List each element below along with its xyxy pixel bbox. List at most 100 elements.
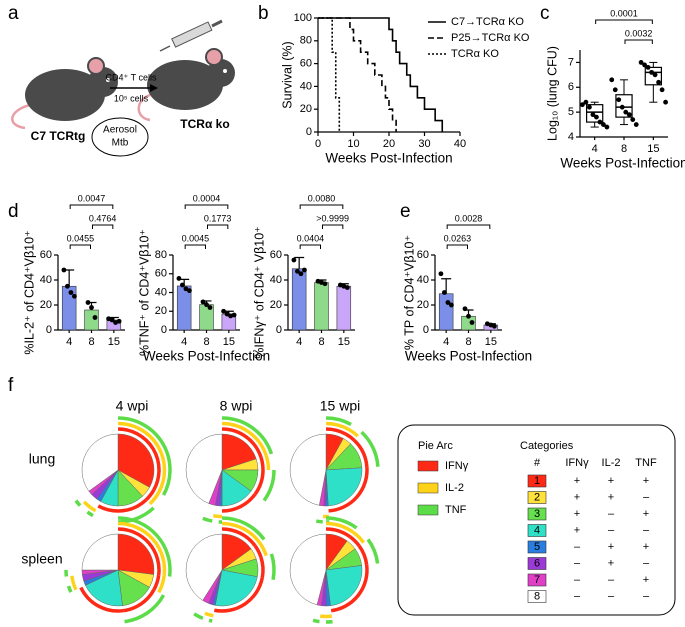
pie-arc [86, 510, 94, 518]
category-mark: + [643, 508, 649, 520]
y-tick-label: 0 [276, 324, 282, 336]
category-mark: – [643, 557, 650, 569]
category-number: 4 [534, 524, 540, 536]
p-value-label: 0.0001 [610, 8, 638, 18]
data-point [601, 122, 606, 127]
aerosol-text: Mtb [112, 138, 129, 149]
category-swatch [527, 573, 547, 587]
x-tick-label: 10 [347, 138, 359, 150]
transfer-label: CD4⁺ T cells [106, 72, 157, 82]
column-label: 4 wpi [116, 398, 149, 414]
y-tick-label: 20 [155, 305, 167, 317]
data-point [583, 99, 589, 105]
p-value-label: 0.0080 [308, 193, 336, 203]
p-value-label: 0.0047 [78, 193, 106, 203]
data-point [612, 87, 618, 93]
data-point [291, 257, 297, 263]
legend-label: IFNγ [445, 460, 469, 472]
pie-slice [325, 467, 363, 507]
category-swatch [527, 590, 547, 603]
x-tick-label: 8 [318, 336, 324, 348]
significance-bracket [184, 244, 206, 249]
category-mark: – [574, 541, 581, 553]
category-mark: + [608, 491, 614, 503]
y-tick-label: 7 [568, 56, 574, 68]
significance-bracket [184, 204, 229, 209]
y-tick-label: 60 [417, 249, 429, 261]
legend-label: C7→TCRα KO [451, 16, 524, 28]
y-axis-label: Log₁₀ (lung CFU) [545, 46, 559, 141]
aerosol-cloud [91, 117, 149, 157]
pie-arc [79, 586, 124, 613]
pie-arc [202, 516, 213, 523]
category-number: 6 [534, 557, 540, 569]
data-point [295, 268, 300, 274]
pie-slice [81, 433, 119, 492]
survival-line [318, 17, 444, 132]
category-mark: – [608, 574, 615, 586]
data-point [656, 79, 661, 85]
data-point [200, 299, 206, 305]
data-point [604, 124, 610, 130]
data-point [587, 104, 592, 110]
category-mark: + [643, 541, 649, 553]
x-axis-label: Weeks Post-Infection [405, 349, 532, 364]
category-swatch [527, 491, 547, 504]
category-mark: + [574, 508, 580, 520]
x-tick-label: 15 [485, 336, 497, 348]
data-point [68, 290, 74, 295]
p-value-label: 0.0004 [193, 193, 221, 203]
donor-label: C7 TCRtg [31, 129, 86, 143]
pie-slice [214, 569, 258, 607]
pie-arc [325, 527, 352, 539]
diagram: Aerosol Mtb CD4⁺ T cells 10⁵ cells C7 TC… [11, 19, 235, 157]
significance-bracket [69, 244, 91, 249]
data-point [616, 97, 622, 103]
data-point [580, 102, 585, 108]
x-tick-label: 30 [418, 138, 430, 150]
significance-bracket [69, 204, 114, 209]
data-point [449, 302, 454, 308]
column-label: 8 wpi [220, 398, 253, 414]
survival-line [318, 17, 397, 132]
y-tick-label: 0 [46, 324, 52, 336]
pie-arc [213, 577, 264, 613]
p-value-label: 0.0045 [182, 233, 210, 243]
legend-swatch [417, 482, 439, 494]
mouse-body [25, 69, 105, 121]
pie-arc [325, 421, 350, 431]
category-mark: – [574, 574, 581, 586]
category-mark: + [574, 491, 580, 503]
data-point [438, 271, 444, 277]
p-value-label: 0.0455 [67, 233, 95, 243]
y-tick-label: 5 [568, 106, 574, 118]
y-tick-label: 60 [270, 249, 282, 261]
data-point [469, 320, 475, 325]
mouse-eye [223, 69, 227, 73]
data-point [466, 313, 471, 319]
category-mark: – [608, 590, 615, 602]
data-point [61, 267, 67, 273]
pie-slice [325, 565, 363, 606]
data-point [609, 77, 615, 83]
pie-arc [124, 594, 166, 624]
pie-arc [360, 430, 380, 467]
pie-arc [204, 611, 211, 617]
y-tick-label: 0 [306, 126, 312, 138]
bar [438, 293, 454, 331]
panel-label: d [8, 201, 19, 222]
data-point [180, 282, 185, 288]
x-tick-label: 40 [454, 138, 466, 150]
category-swatch [527, 524, 547, 537]
pie-arc [148, 491, 161, 506]
category-swatch [527, 557, 547, 570]
legend-box [397, 424, 676, 616]
x-tick-label: 15 [338, 336, 350, 348]
y-tick-label: 40 [300, 80, 312, 92]
pie-arc [253, 544, 263, 558]
error-bar [294, 256, 305, 269]
pie-arc [117, 498, 148, 513]
pie-arc [325, 521, 355, 534]
data-point [633, 122, 639, 127]
